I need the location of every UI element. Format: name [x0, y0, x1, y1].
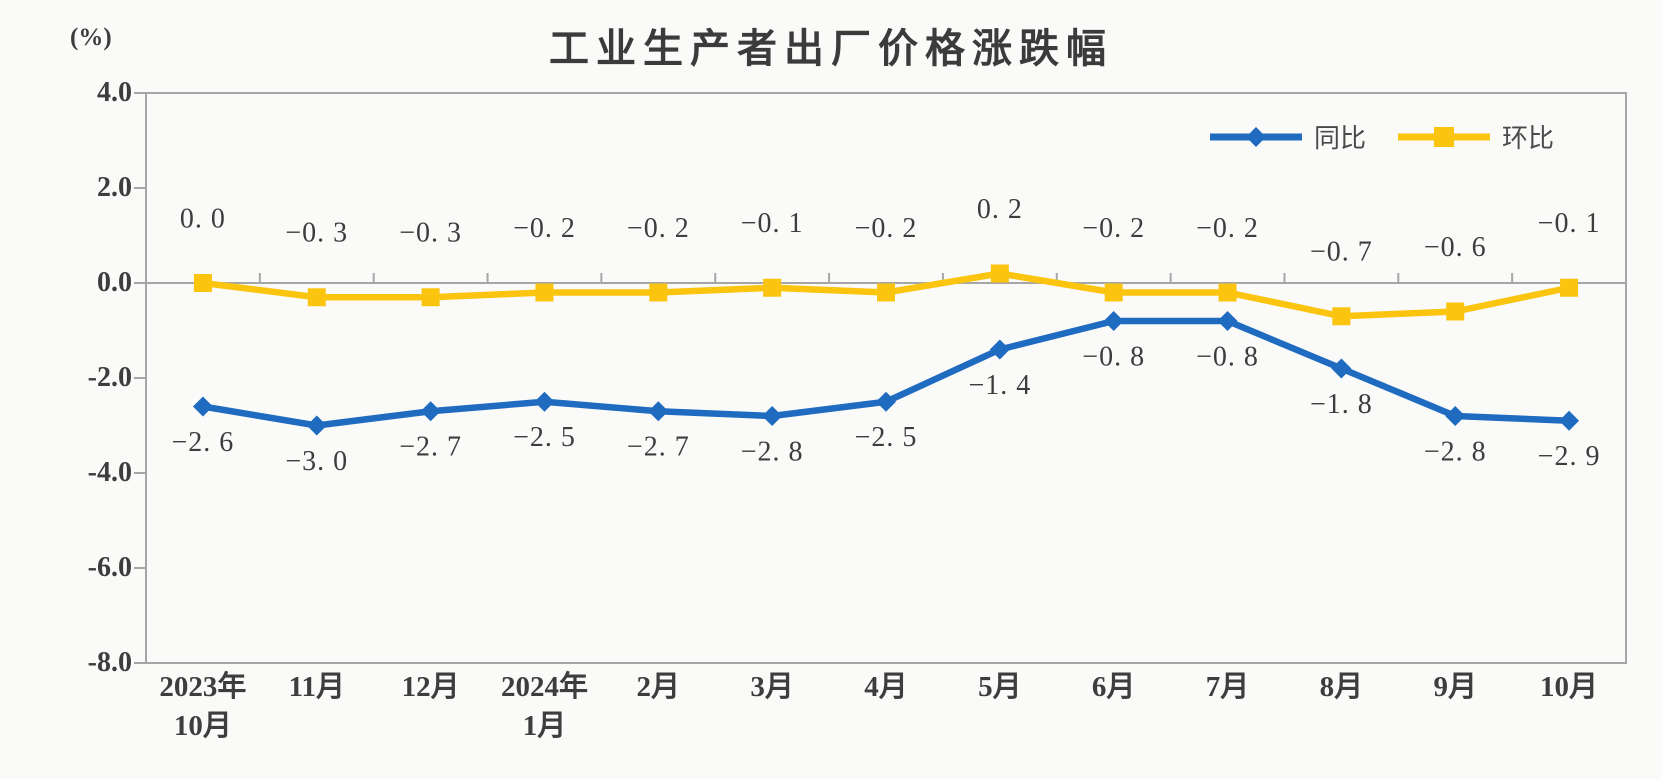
x-axis-category-label: 2月: [636, 671, 681, 703]
x-axis-category-label: 7月: [1205, 671, 1250, 703]
data-label-环比: 0. 2: [977, 194, 1023, 225]
data-label-同比: −2. 9: [1538, 441, 1601, 472]
data-point-marker-环比: [1332, 307, 1351, 326]
yoy-line-marker-icon: [1209, 126, 1302, 147]
x-axis-category-label: 9月: [1433, 671, 1477, 703]
x-axis-category-label: 10月: [1540, 671, 1599, 703]
data-point-marker-同比: [306, 415, 327, 436]
data-point-marker-环比: [535, 283, 554, 302]
data-label-环比: 0. 0: [180, 203, 226, 234]
x-axis-category-label: 6月: [1091, 671, 1136, 703]
data-label-同比: −2. 8: [741, 436, 804, 467]
data-label-同比: −1. 8: [1310, 389, 1373, 420]
data-label-环比: −0. 3: [399, 218, 462, 249]
data-label-同比: −3. 0: [285, 446, 348, 477]
data-point-marker-环比: [877, 283, 895, 302]
data-point-marker-环比: [1446, 302, 1465, 321]
data-label-环比: −0. 1: [741, 208, 804, 239]
data-label-环比: −0. 1: [1538, 208, 1601, 239]
legend-label-yoy: 同比: [1313, 124, 1366, 153]
x-axis-category-label: 12月: [401, 671, 460, 703]
data-point-marker-环比: [990, 264, 1009, 283]
mom-line-marker-icon: [1397, 126, 1490, 147]
data-point-marker-同比: [762, 406, 783, 426]
chart-title: 工业生产者出厂价格涨跌幅: [549, 27, 1113, 71]
plot-border: [145, 92, 1627, 664]
data-point-marker-同比: [534, 391, 555, 412]
y-axis-unit-label: (%): [70, 24, 112, 51]
data-point-marker-环比: [649, 283, 668, 302]
data-point-marker-同比: [1103, 311, 1124, 331]
data-point-marker-同比: [648, 401, 669, 422]
data-label-环比: −0. 2: [855, 213, 918, 244]
data-point-marker-环比: [193, 274, 212, 292]
x-axis-category-label: 11月: [288, 671, 345, 703]
x-axis-category-label: 2023年 10月: [159, 671, 247, 743]
data-label-环比: −0. 2: [1082, 213, 1145, 244]
data-point-marker-环比: [307, 288, 326, 307]
y-axis-tick-label: -2.0: [87, 362, 132, 393]
data-point-marker-环比: [1560, 278, 1579, 297]
data-label-环比: −0. 6: [1424, 232, 1487, 263]
y-axis-tick-label: -4.0: [87, 457, 132, 488]
data-label-同比: −1. 4: [968, 370, 1031, 401]
y-axis-tick-label: 2.0: [97, 172, 132, 203]
legend-label-mom: 环比: [1501, 124, 1554, 153]
data-label-环比: −0. 7: [1310, 237, 1373, 268]
y-axis-tick-label: 0.0: [97, 267, 132, 298]
data-label-同比: −0. 8: [1082, 341, 1145, 372]
data-label-同比: −2. 5: [855, 422, 918, 453]
legend: 同比 环比: [1208, 118, 1554, 155]
data-point-marker-环比: [1104, 283, 1123, 302]
data-point-marker-环比: [763, 278, 782, 297]
data-label-同比: −2. 5: [513, 422, 576, 453]
y-axis-tick-label: -8.0: [87, 647, 132, 678]
data-point-marker-同比: [1217, 311, 1238, 331]
data-label-同比: −2. 7: [627, 432, 690, 463]
x-axis-category-label: 8月: [1319, 671, 1364, 703]
y-axis-tick-label: -6.0: [87, 552, 132, 583]
data-label-同比: −2. 6: [172, 427, 235, 458]
x-axis-category-label: 4月: [864, 671, 908, 703]
y-axis-tick-label: 4.0: [97, 77, 132, 108]
data-point-marker-环比: [1218, 283, 1237, 302]
legend-item-yoy[interactable]: 同比: [1208, 118, 1366, 155]
data-label-环比: −0. 2: [1196, 213, 1259, 244]
data-point-marker-环比: [421, 288, 440, 307]
data-label-环比: −0. 2: [627, 213, 690, 244]
data-point-marker-同比: [989, 339, 1010, 360]
data-point-marker-同比: [1331, 358, 1352, 379]
x-axis-category-label: 2024年 1月: [500, 671, 588, 743]
data-point-marker-同比: [1445, 406, 1466, 426]
data-label-环比: −0. 3: [285, 218, 348, 249]
data-label-同比: −0. 8: [1196, 341, 1259, 372]
data-point-marker-同比: [1559, 410, 1580, 431]
data-point-marker-同比: [420, 401, 441, 422]
data-point-marker-同比: [192, 396, 213, 417]
data-point-marker-同比: [876, 391, 896, 412]
data-label-同比: −2. 7: [399, 432, 462, 463]
x-axis-category-label: 3月: [750, 671, 794, 703]
data-label-同比: −2. 8: [1424, 436, 1487, 467]
data-label-环比: −0. 2: [513, 213, 576, 244]
x-axis-category-label: 5月: [978, 671, 1022, 703]
legend-item-mom[interactable]: 环比: [1396, 118, 1554, 155]
